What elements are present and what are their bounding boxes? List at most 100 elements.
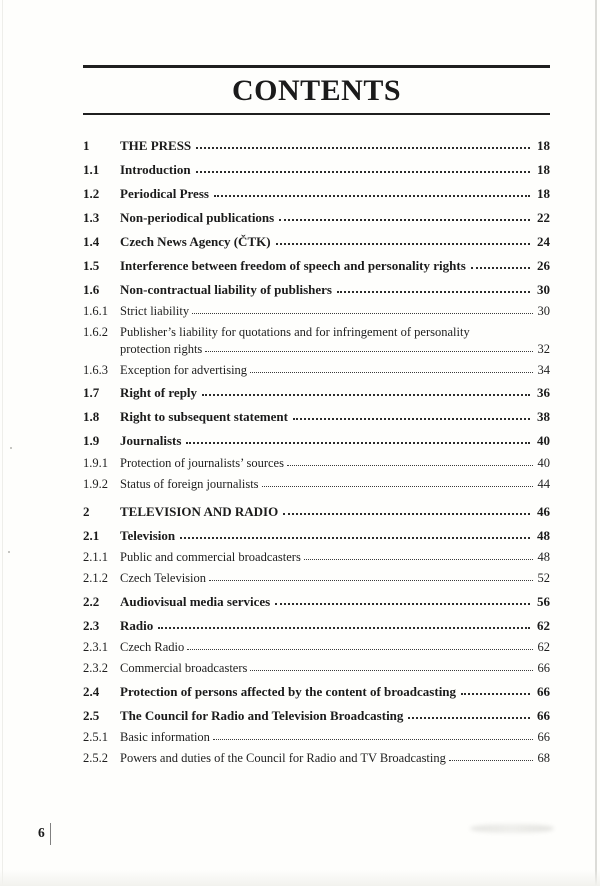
toc-entry-body: Public and commercial broadcasters 48	[120, 549, 550, 566]
dot-leader	[261, 485, 533, 487]
toc-entry-line: protection rights 32	[120, 341, 550, 358]
toc-entry-page: 18	[537, 137, 550, 153]
toc-entry-page: 56	[537, 593, 550, 609]
toc-entry-title: Interference between freedom of speech a…	[120, 257, 466, 273]
toc-entry-title: Non-contractual liability of publishers	[120, 281, 332, 297]
toc-entry-page: 52	[537, 571, 551, 586]
toc-entry-title: Non-periodical publications	[120, 209, 275, 225]
toc-entry-number: 1.6.3	[83, 362, 108, 377]
toc-entry-number: 1.2	[83, 185, 100, 201]
toc-entry-page: 66	[537, 661, 551, 676]
toc-entry: 1.1 Introduction 18	[83, 161, 550, 178]
dot-leader	[303, 559, 533, 561]
toc-entry-title: Right of reply	[120, 385, 198, 400]
toc-entry-page: 62	[537, 640, 551, 655]
table-of-contents: 1 THE PRESS 18 1.1 Introduction 18 1.2 Periodic…	[83, 133, 550, 769]
toc-entry-line: Czech Television 52	[120, 570, 550, 587]
toc-entry-title: Right to subsequent statement	[120, 409, 288, 424]
dot-leader	[337, 290, 530, 293]
toc-entry-number: 2.1.1	[83, 550, 108, 565]
toc-entry-body: Powers and duties of the Council for Rad…	[120, 750, 550, 767]
toc-entry-page: 30	[537, 304, 551, 319]
dot-leader	[213, 194, 530, 197]
toc-entry-line: Exception for advertising 34	[120, 362, 550, 379]
toc-entry-body: Exception for advertising 34	[120, 362, 550, 379]
toc-entry: 1.6 Non-contractual liability of publishe…	[83, 281, 550, 298]
toc-entry-title: Basic information	[120, 730, 210, 745]
dot-leader	[212, 739, 533, 741]
toc-entry-body: Introduction 18	[120, 161, 550, 178]
dot-leader	[283, 512, 530, 515]
toc-entry-line: Periodical Press 18	[120, 185, 550, 202]
toc-entry-line: Audiovisual media services 56	[120, 593, 550, 610]
toc-entry-line: Journalists 40	[120, 432, 550, 449]
header-rule-top	[83, 65, 550, 68]
toc-entry-title: Public and commercial broadcasters	[120, 550, 301, 565]
toc-entry-line: Television 48	[120, 527, 550, 544]
toc-entry-page: 62	[537, 617, 550, 633]
toc-entry-page: 24	[537, 233, 550, 249]
toc-entry-page: 40	[537, 433, 550, 448]
page-footer: 6	[38, 823, 51, 845]
dot-leader	[275, 242, 530, 245]
toc-entry-line: Commercial broadcasters 66	[120, 660, 550, 677]
toc-entry-number: 1.9.1	[83, 455, 108, 470]
dot-leader	[196, 146, 530, 149]
toc-entry: 2.5.1 Basic information 66	[83, 729, 550, 746]
toc-entry-number: 2.5.1	[83, 730, 108, 745]
dot-leader	[209, 580, 533, 582]
toc-entry-title: Czech Radio	[120, 640, 185, 655]
toc-entry-title: The Council for Radio and Television Bro…	[120, 707, 404, 723]
toc-entry-number: 1.4	[83, 233, 100, 249]
toc-entry: 2.3 Radio 62	[83, 617, 550, 634]
toc-entry-title: THE PRESS	[120, 137, 192, 153]
toc-entry: 2.5 The Council for Radio and Television …	[83, 707, 550, 724]
scan-artifact-smudge	[470, 824, 554, 833]
toc-entry-body: Strict liability 30	[120, 303, 550, 320]
toc-entry-line: Powers and duties of the Council for Rad…	[120, 750, 550, 767]
toc-entry-line: Public and commercial broadcasters 48	[120, 549, 550, 566]
toc-entry-line: Czech News Agency (ČTK) 24	[120, 233, 550, 250]
toc-entry-body: Television 48	[120, 527, 550, 544]
scan-edge-bottom	[0, 870, 600, 886]
toc-entry-title: Strict liability	[120, 304, 190, 319]
dot-leader	[275, 602, 530, 605]
toc-entry: 1.9 Journalists 40	[83, 432, 550, 449]
toc-entry-page: 46	[537, 503, 550, 519]
dot-leader	[180, 536, 530, 539]
toc-entry: 2.1 Television 48	[83, 527, 550, 544]
scan-edge-left	[2, 0, 3, 886]
toc-entry-page: 48	[537, 550, 551, 565]
toc-entry-page: 30	[537, 281, 550, 297]
toc-entry-number: 1.6.1	[83, 304, 108, 319]
toc-entry-body: Journalists 40	[120, 432, 550, 449]
toc-entry-body: Non-periodical publications 22	[120, 209, 550, 226]
toc-entry: 2.3.2 Commercial broadcasters 66	[83, 660, 550, 677]
toc-entry: 1.2 Periodical Press 18	[83, 185, 550, 202]
dot-leader	[408, 716, 530, 719]
toc-entry-line: Strict liability 30	[120, 303, 550, 320]
toc-entry-body: Czech Television 52	[120, 570, 550, 587]
toc-entry-title: Periodical Press	[120, 185, 209, 201]
toc-entry-body: Right to subsequent statement 38	[120, 408, 550, 425]
toc-entry-page: 26	[537, 257, 550, 273]
toc-entry: 1.6.1 Strict liability 30	[83, 303, 550, 320]
dot-leader	[192, 313, 533, 315]
toc-entry: 2.1.2 Czech Television 52	[83, 570, 550, 587]
toc-entry-body: TELEVISION AND RADIO 46	[120, 503, 550, 520]
toc-entry: 1.5 Interference between freedom of speec…	[83, 257, 550, 274]
dot-leader	[158, 626, 530, 629]
toc-entry-line: TELEVISION AND RADIO 46	[120, 503, 550, 520]
toc-entry-number: 1.9	[83, 433, 100, 448]
dot-leader	[461, 692, 530, 695]
toc-entry-page: 38	[537, 409, 550, 424]
toc-entry-line: Right to subsequent statement 38	[120, 408, 550, 425]
toc-entry-number: 1	[83, 137, 90, 153]
dot-leader	[250, 670, 533, 672]
toc-entry-line: Protection of journalists’ sources 40	[120, 455, 550, 472]
toc-entry-number: 2.1.2	[83, 571, 108, 586]
dot-leader	[279, 218, 530, 221]
toc-entry-body: Basic information 66	[120, 729, 550, 746]
toc-entry-title: Protection of persons affected by the co…	[120, 683, 457, 699]
toc-entry-number: 1.8	[83, 409, 100, 424]
